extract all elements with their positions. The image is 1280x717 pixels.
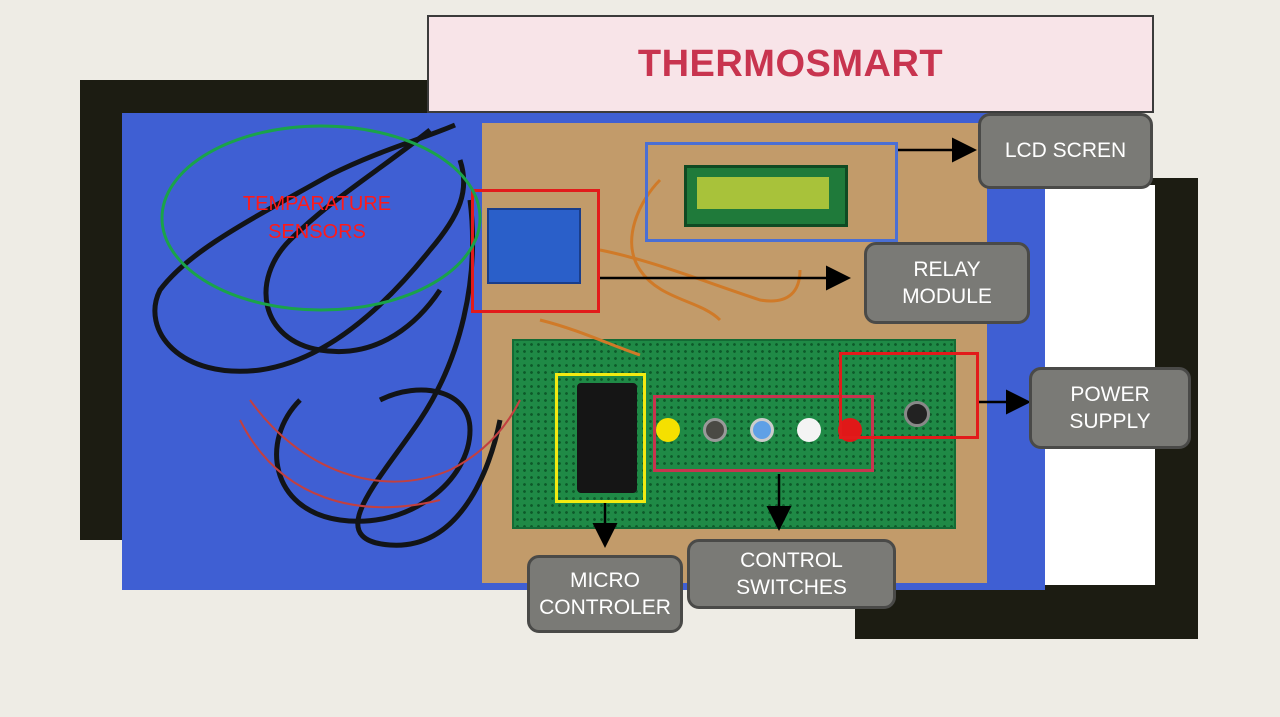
sensor-ellipse <box>160 124 482 312</box>
micro-callout: MICRO CONTROLER <box>527 555 683 633</box>
relay-callout: RELAY MODULE <box>864 242 1030 324</box>
page-title: THERMOSMART <box>637 42 944 85</box>
sensors-label: TEMPARATURE SENSORS <box>242 193 392 243</box>
button-white <box>797 418 821 442</box>
switches-callout: CONTROL SWITCHES <box>687 539 896 609</box>
button-grey <box>703 418 727 442</box>
power-callout: POWER SUPPLY <box>1029 367 1191 449</box>
lcd-display <box>684 165 848 227</box>
esp32-board <box>577 383 637 493</box>
button-yellow <box>656 418 680 442</box>
lcd-callout: LCD SCREN <box>978 113 1153 189</box>
title-banner: THERMOSMART <box>427 15 1154 113</box>
project-photo <box>122 113 1045 590</box>
power-jack <box>904 401 930 427</box>
relay-highlight-box <box>471 189 600 313</box>
power-highlight-box <box>839 352 979 439</box>
button-blue <box>750 418 774 442</box>
switches-highlight-box <box>653 395 874 472</box>
lcd-highlight-box <box>645 142 898 242</box>
micro-highlight-box <box>555 373 646 503</box>
relay-module <box>487 208 581 284</box>
